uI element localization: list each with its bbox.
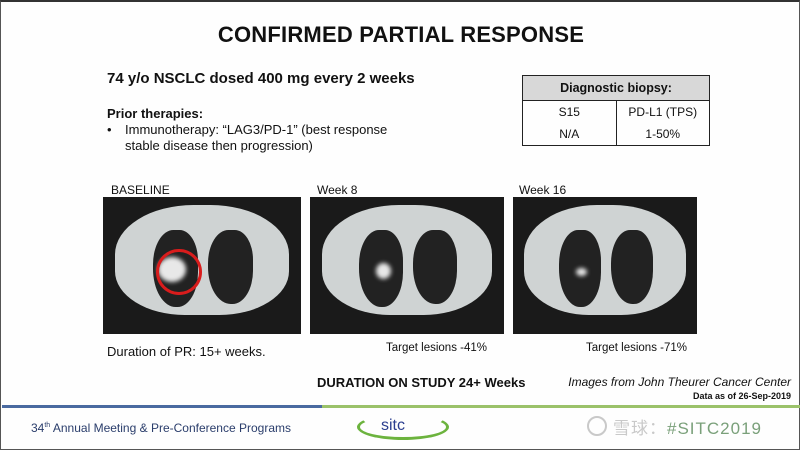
- footer-divider-green: [322, 405, 800, 408]
- ct-scan-week16: [513, 197, 697, 334]
- slide-title: CONFIRMED PARTIAL RESPONSE: [217, 22, 585, 47]
- duration-on-study: DURATION ON STUDY 24+ Weeks: [317, 375, 526, 390]
- table-cell: PD-L1 (TPS): [628, 105, 698, 119]
- image-credit: Images from John Theurer Cancer Center: [568, 375, 791, 389]
- data-date: Data as of 26-Sep-2019: [692, 391, 791, 401]
- logo-text: sitc: [381, 417, 405, 434]
- table-cell: S15: [522, 100, 617, 123]
- prior-therapy-item: Immunotherapy: “LAG3/PD-1” (best respons…: [125, 122, 388, 153]
- lung-right: [412, 229, 458, 304]
- lung-right: [207, 229, 254, 304]
- lesion: [575, 268, 587, 277]
- scan-caption-week16: Target lesions -71%: [586, 342, 687, 354]
- lesion: [375, 262, 392, 280]
- table-cell: 1-50%: [645, 127, 681, 141]
- table-row: N/A 1-50%: [522, 123, 710, 146]
- footer-divider-blue: [2, 405, 322, 408]
- diagnostic-biopsy-table: Diagnostic biopsy: S15 PD-L1 (TPS) N/A 1…: [522, 75, 710, 146]
- scan-label-baseline: BASELINE: [111, 183, 170, 197]
- bullet-icon: •: [107, 122, 112, 137]
- ct-scan-baseline: [103, 197, 301, 334]
- duration-of-pr: Duration of PR: 15+ weeks.: [107, 344, 266, 359]
- ct-scan-week8: [310, 197, 504, 334]
- prior-therapies-list: • Immunotherapy: “LAG3/PD-1” (best respo…: [107, 122, 407, 154]
- scan-label-week8: Week 8: [317, 183, 358, 197]
- scan-label-week16: Week 16: [519, 183, 567, 197]
- scan-caption-week8: Target lesions -41%: [386, 342, 487, 354]
- table-cell: N/A: [522, 123, 617, 146]
- prior-therapies-heading: Prior therapies:: [107, 106, 204, 121]
- lesion-circle-marker: [156, 249, 203, 295]
- meeting-name: 34th Annual Meeting & Pre-Conference Pro…: [31, 421, 291, 435]
- lung-right: [610, 229, 653, 304]
- watermark: 雪球：#SITC2019: [613, 419, 762, 438]
- table-row: S15 PD-L1 (TPS): [522, 100, 710, 123]
- sitc-logo: sitc: [357, 414, 449, 440]
- logo-swoosh-icon: [357, 414, 449, 440]
- watermark-logo-icon: [587, 416, 607, 436]
- table-header: Diagnostic biopsy:: [522, 75, 710, 101]
- patient-summary: 74 y/o NSCLC dosed 400 mg every 2 weeks: [107, 70, 415, 87]
